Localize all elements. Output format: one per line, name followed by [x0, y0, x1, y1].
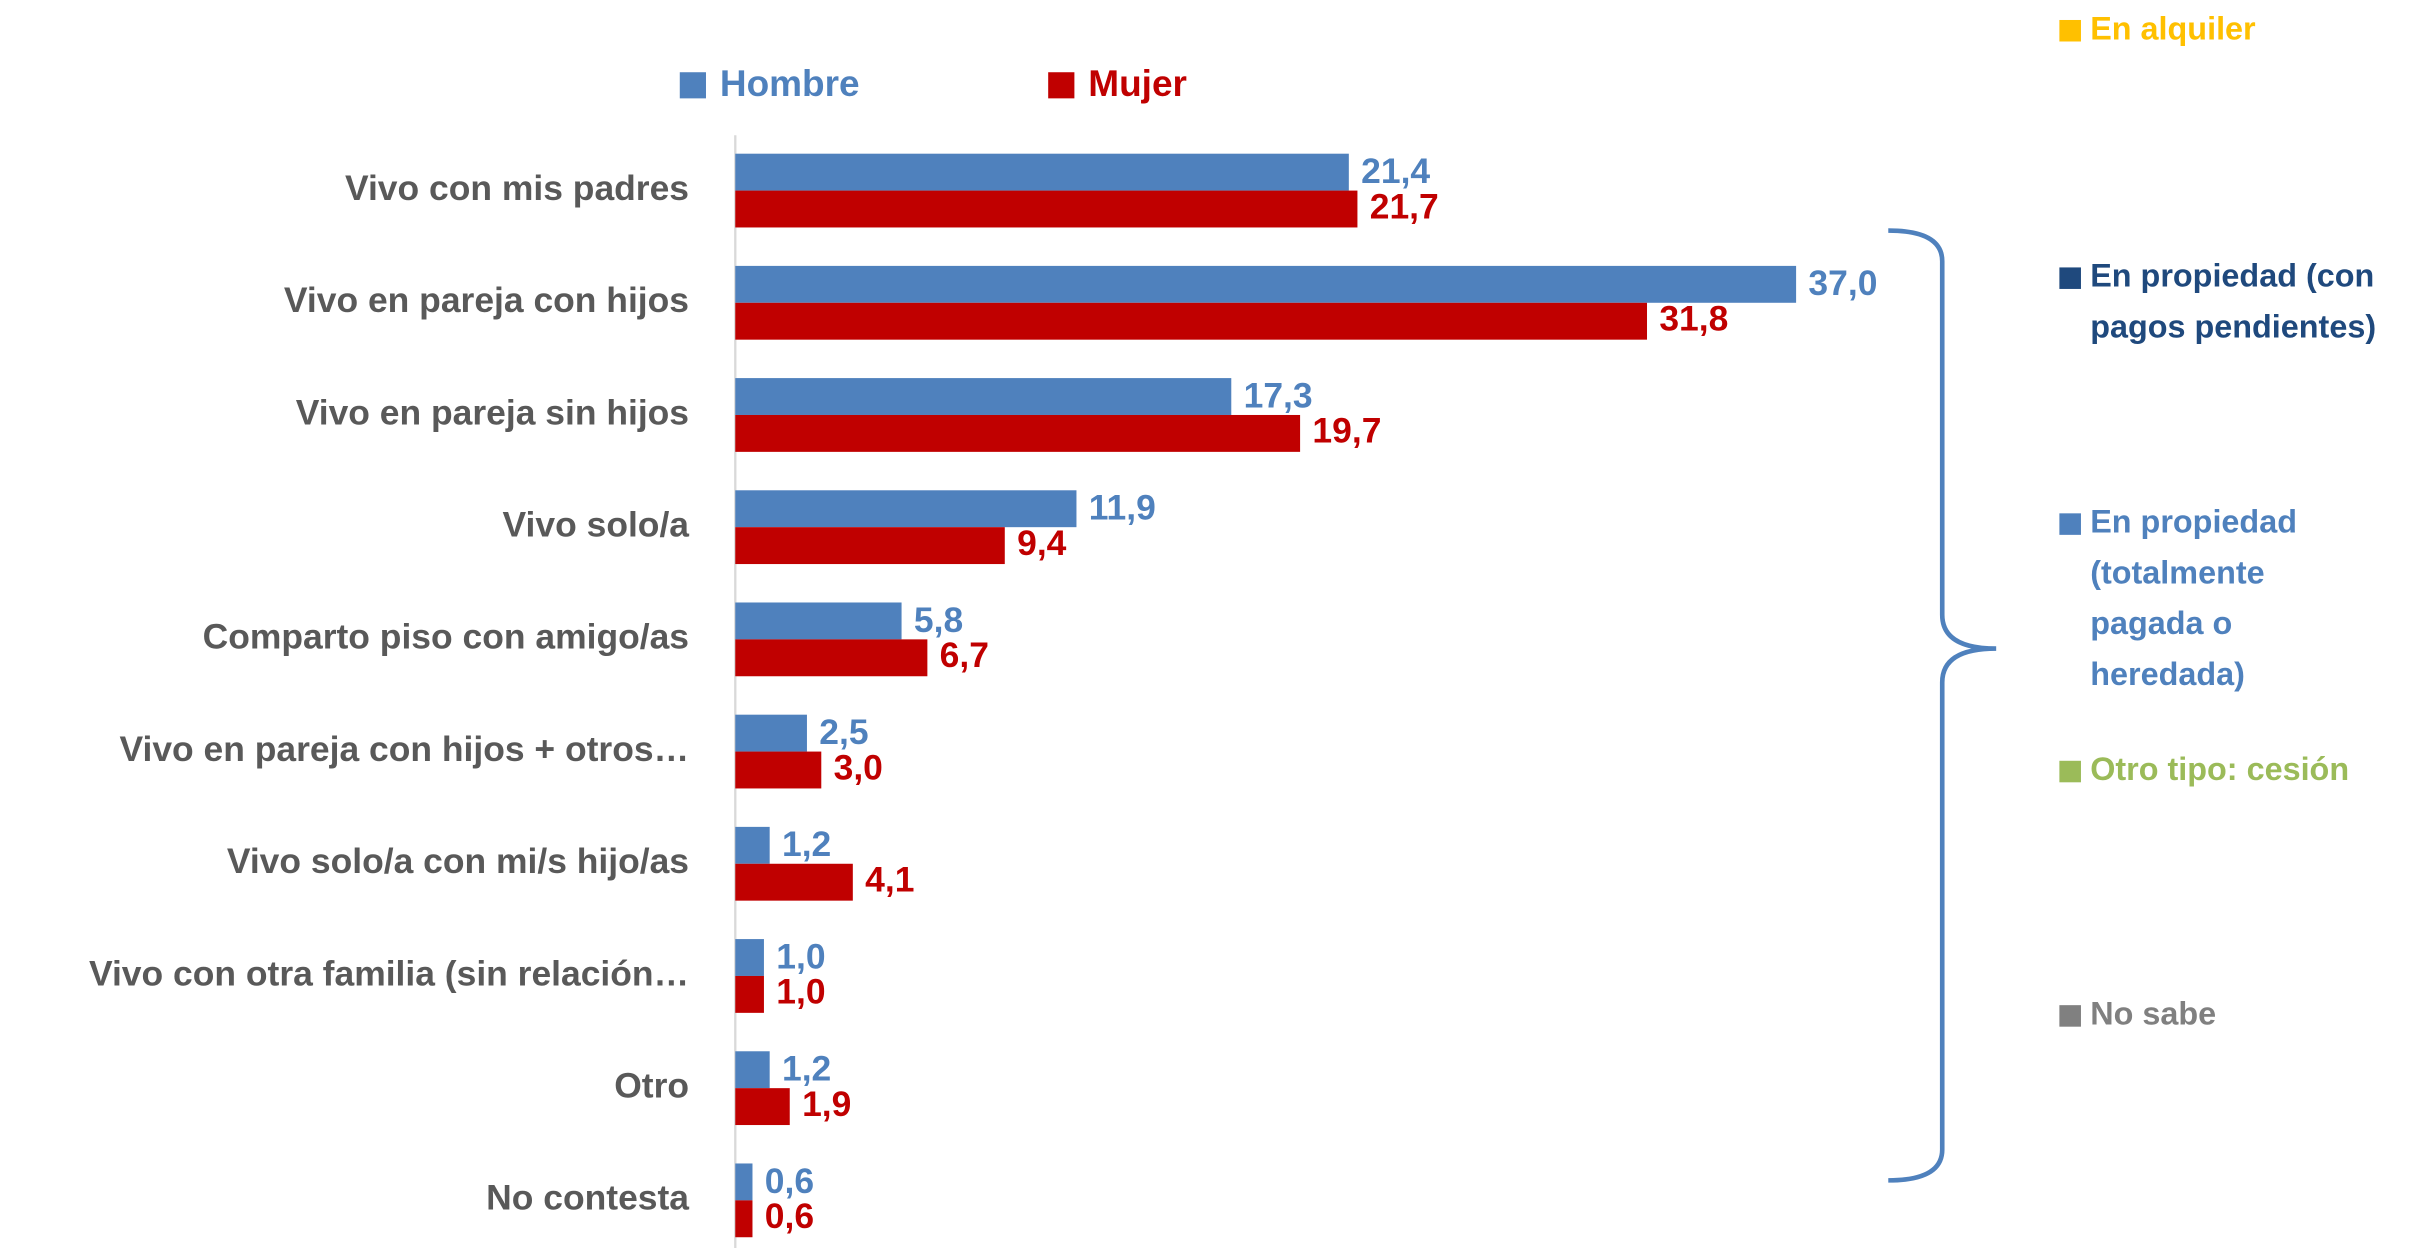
- bar: [735, 527, 1005, 565]
- value-label: 1,2: [782, 1049, 831, 1089]
- value-label: 0,6: [765, 1196, 814, 1236]
- category-label: Vivo con otra familia (sin relación…: [89, 953, 689, 993]
- value-label: 2,5: [819, 712, 868, 752]
- legend-swatch: [2059, 760, 2081, 783]
- value-label: 31,8: [1659, 299, 1728, 339]
- value-label: 37,0: [1808, 263, 1877, 303]
- value-label: 17,3: [1244, 375, 1313, 415]
- legend-swatch: [679, 72, 706, 99]
- bar: [735, 602, 902, 640]
- value-label: 1,9: [802, 1084, 851, 1124]
- value-label: 1,0: [776, 936, 825, 976]
- legend-label: No sabe: [2090, 995, 2216, 1031]
- bar: [735, 414, 1301, 452]
- value-label: 21,4: [1361, 151, 1430, 191]
- value-label: 5,8: [914, 600, 963, 640]
- bar: [735, 490, 1077, 528]
- legend-label: pagos pendientes): [2090, 308, 2376, 344]
- legend-label: pagada o: [2090, 605, 2232, 641]
- legend-label: Mujer: [1088, 63, 1187, 104]
- bar: [735, 826, 770, 864]
- legend-label: Otro tipo: cesión: [2090, 751, 2349, 787]
- brace: [1888, 228, 1997, 1183]
- category-label: Vivo en pareja con hijos: [284, 280, 689, 320]
- bar: [735, 714, 807, 752]
- value-label: 1,0: [776, 972, 825, 1012]
- value-label: 3,0: [834, 747, 883, 787]
- value-label: 21,7: [1370, 186, 1439, 226]
- legend-label: Hombre: [720, 63, 860, 104]
- bar: [735, 1200, 753, 1238]
- bar: [735, 939, 764, 976]
- category-label: Comparto piso con amigo/as: [203, 617, 689, 657]
- value-label: 4,1: [865, 860, 914, 900]
- bar: [735, 639, 928, 677]
- value-label: 9,4: [1017, 523, 1067, 563]
- legend-swatch: [2059, 267, 2081, 289]
- bar: [735, 751, 822, 789]
- legend-label: En propiedad (con: [2090, 258, 2374, 294]
- legend-label: En propiedad: [2090, 504, 2297, 540]
- legend-swatch: [2059, 19, 2081, 42]
- category-label: Vivo solo/a con mi/s hijo/as: [227, 841, 689, 881]
- legend-label: heredada): [2090, 656, 2245, 692]
- bar: [735, 302, 1648, 340]
- bar: [735, 378, 1232, 415]
- legend-label: (totalmente: [2090, 554, 2264, 590]
- category-label: Vivo con mis padres: [345, 168, 689, 208]
- bar: [735, 1163, 753, 1201]
- bar: [735, 1051, 770, 1089]
- category-label: Vivo en pareja sin hijos: [296, 392, 689, 432]
- category-label: Otro: [614, 1066, 689, 1106]
- value-label: 0,6: [765, 1161, 814, 1201]
- value-label: 19,7: [1312, 411, 1381, 451]
- category-label: Vivo en pareja con hijos + otros…: [119, 729, 689, 769]
- bar: [735, 1088, 790, 1126]
- value-label: 11,9: [1089, 488, 1156, 528]
- legend-swatch: [2059, 513, 2081, 535]
- category-label: No contesta: [486, 1178, 689, 1218]
- value-label: 1,2: [782, 824, 831, 864]
- bar: [735, 863, 853, 901]
- legend-label: En alquiler: [2090, 10, 2256, 46]
- legend-swatch: [1048, 72, 1075, 99]
- bar: [735, 975, 764, 1013]
- bar: [735, 265, 1797, 303]
- legend-swatch: [2059, 1005, 2081, 1027]
- bar: [735, 153, 1349, 191]
- value-label: 6,7: [940, 635, 989, 675]
- bar: [735, 190, 1358, 228]
- category-label: Vivo solo/a: [503, 505, 690, 545]
